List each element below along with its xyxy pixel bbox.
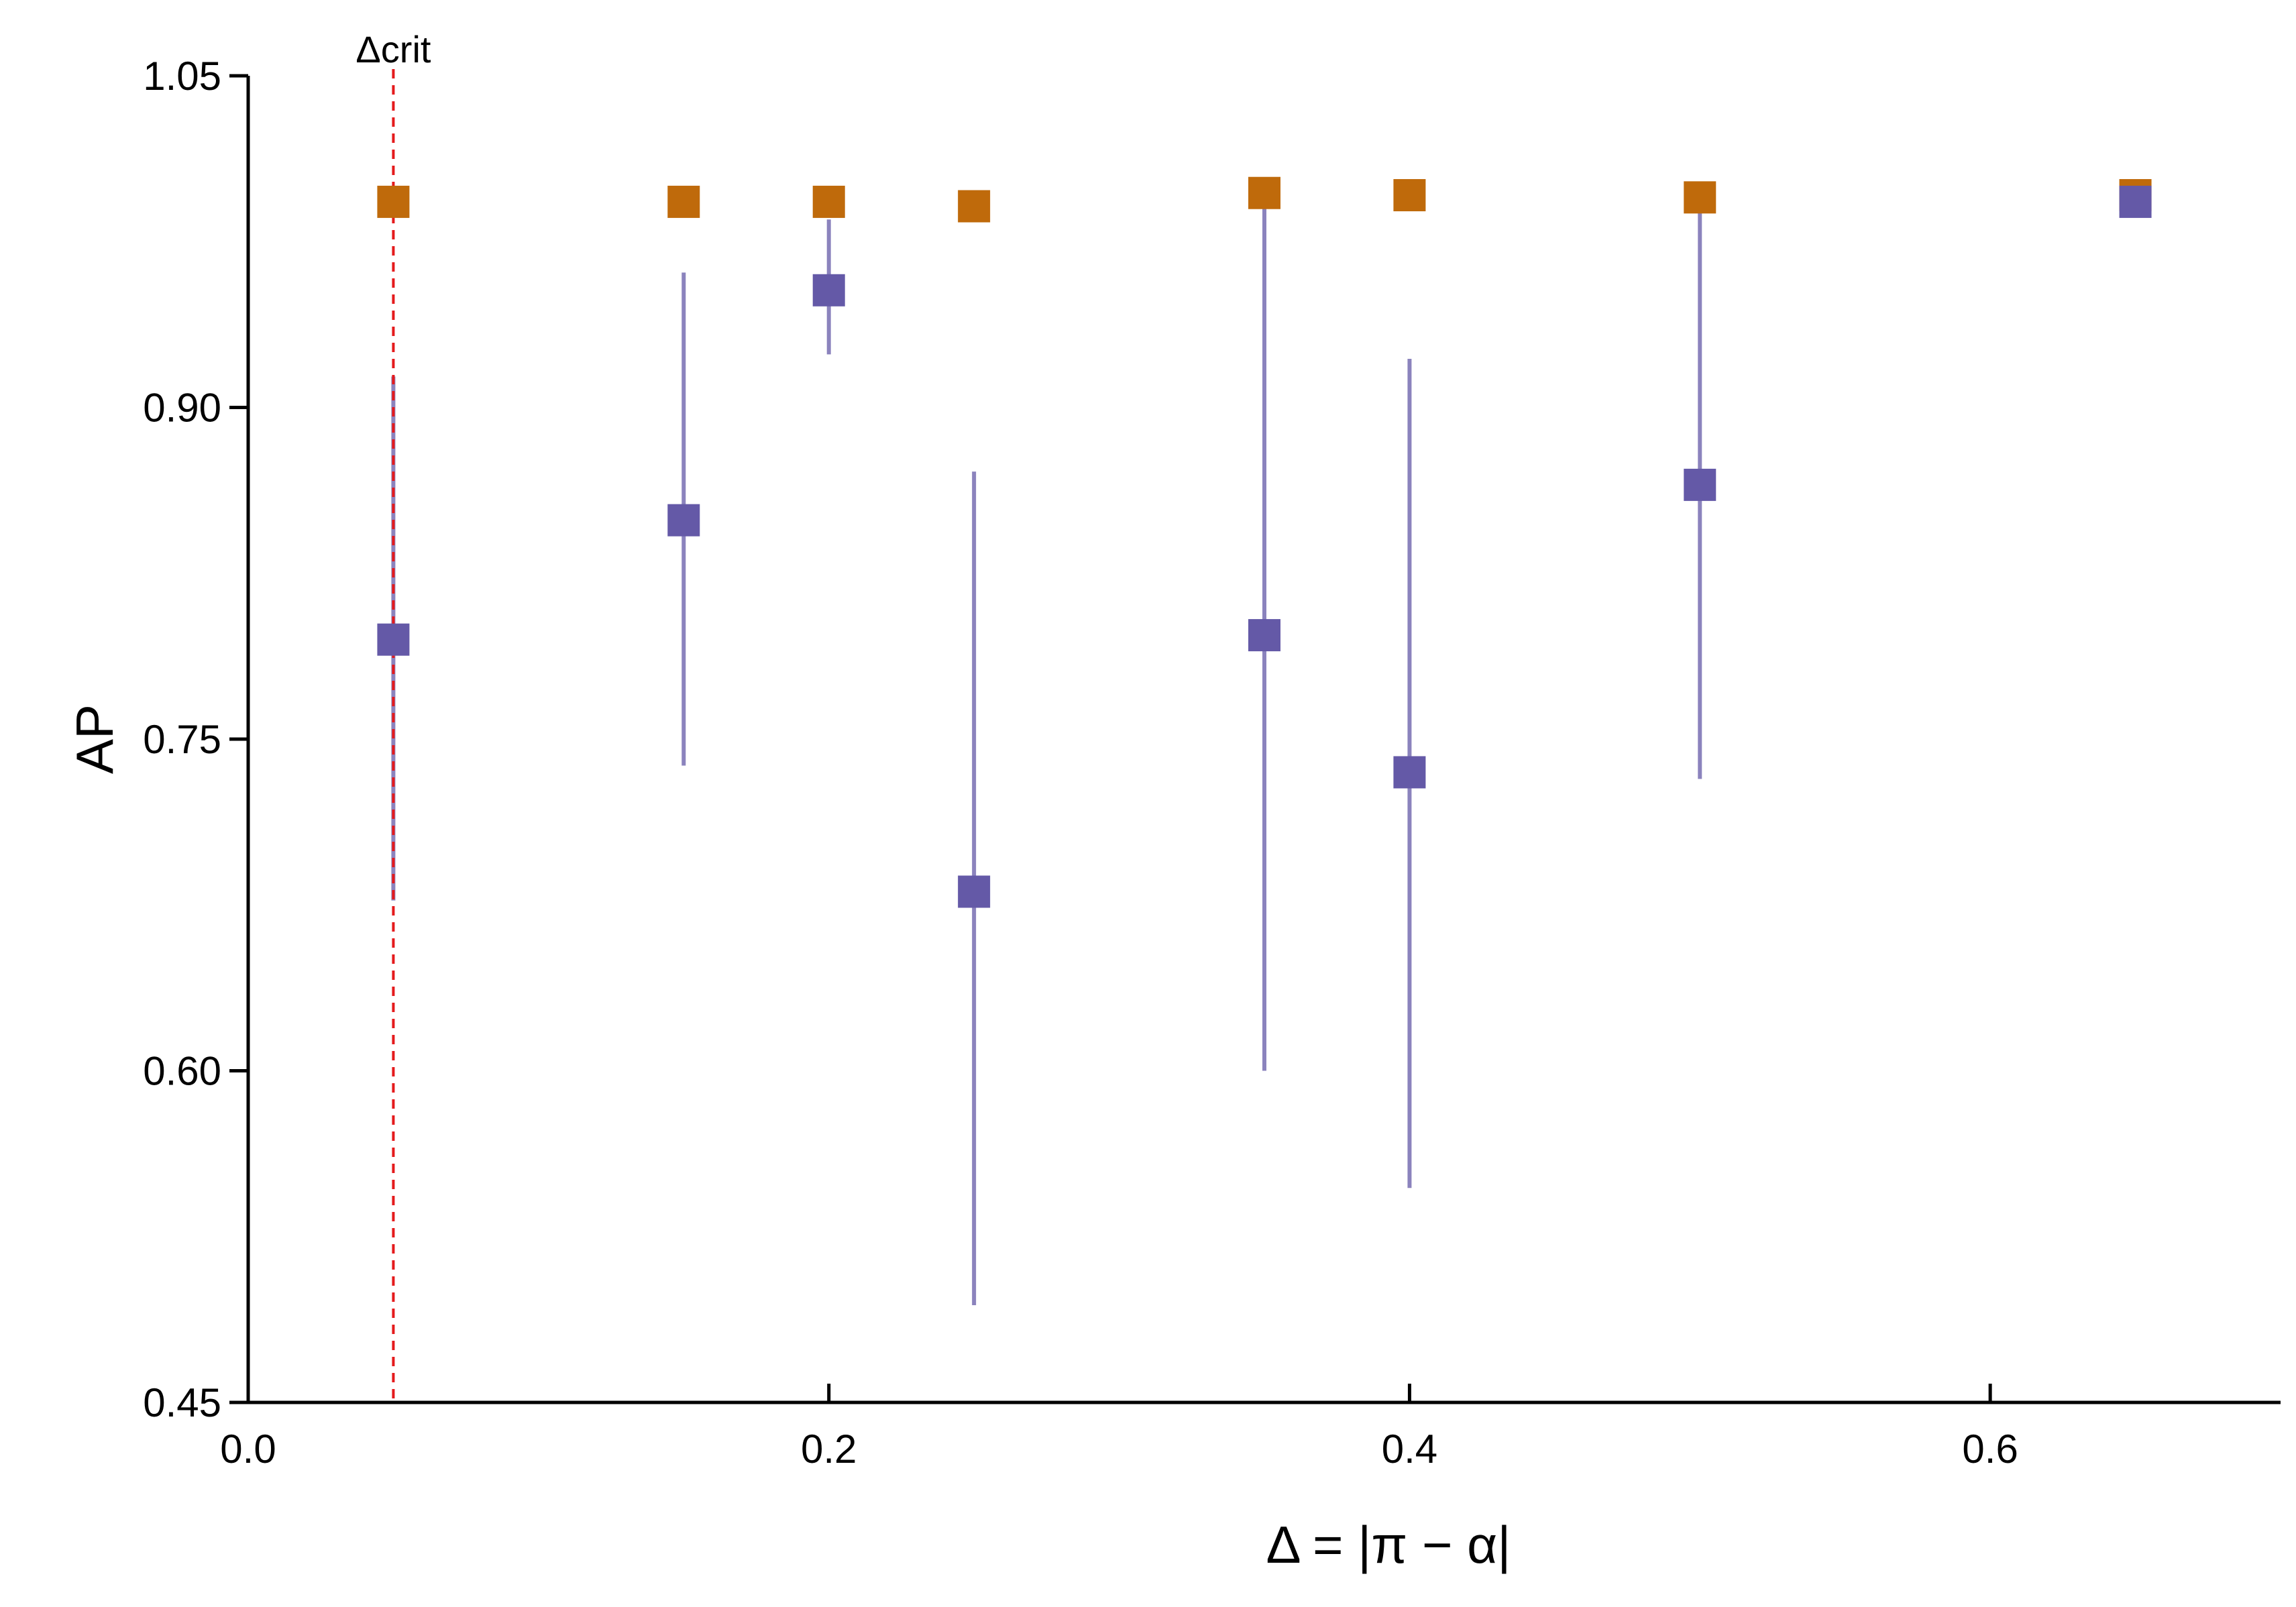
data-point (1248, 176, 1280, 209)
y-tick-label: 0.45 (143, 1380, 221, 1425)
y-tick-label: 0.60 (143, 1049, 221, 1094)
x-tick-label: 0.0 (220, 1427, 276, 1472)
labels-layer: Δ = |π − α| AP Δcrit (65, 28, 1511, 1574)
data-point (1684, 181, 1716, 214)
y-tick-label: 0.75 (143, 717, 221, 762)
x-tick-label: 0.2 (801, 1427, 857, 1472)
data-point (667, 504, 700, 537)
x-axis-title: Δ = |π − α| (1266, 1515, 1511, 1574)
data-point (1393, 756, 1426, 789)
x-tick-label: 0.6 (1962, 1427, 2018, 1472)
markers-layer (377, 176, 2152, 908)
data-point (812, 185, 845, 218)
data-point (1393, 179, 1426, 212)
data-point (1248, 619, 1280, 652)
data-point (377, 185, 410, 218)
data-point (667, 185, 700, 218)
data-point (958, 875, 991, 908)
data-point (958, 190, 991, 223)
data-point (812, 274, 845, 307)
y-tick-label: 0.90 (143, 386, 221, 431)
errorbars-layer (391, 188, 2138, 1305)
data-point (2119, 185, 2152, 218)
y-tick-label: 1.05 (143, 54, 221, 99)
x-tick-label: 0.4 (1382, 1427, 1437, 1472)
axes-layer: 0.45 0.60 0.75 0.90 1.05 0.0 0.2 0.4 0.6 (143, 54, 2281, 1472)
reference-line-label: Δcrit (356, 28, 431, 70)
data-point (377, 623, 410, 656)
y-axis-title: AP (65, 704, 124, 774)
data-point (1684, 468, 1716, 501)
